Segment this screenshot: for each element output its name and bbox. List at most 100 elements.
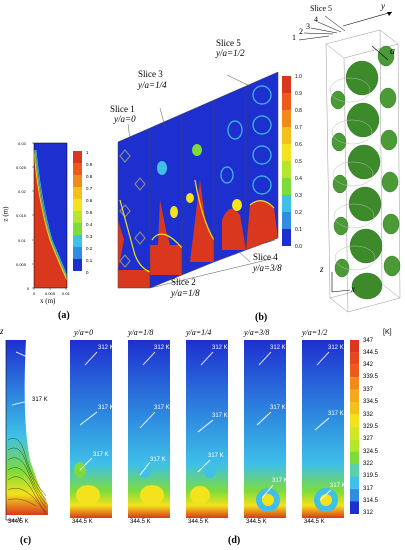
temp-cbtick: 332 [363,412,374,418]
panel-d-anno: 317 K [208,453,224,459]
panel-b-label: (b) [255,312,268,323]
slice-2-plate [149,113,183,289]
panel-b-slice3-label: 3 [306,22,310,31]
temp-cbtick: 324.5 [363,449,379,455]
panel-a-cbtick: 0.6 [86,198,93,203]
temp-cbtick: 347 [363,338,374,344]
slices-cbtick: 0.2 [295,210,302,216]
panel-d-anno: 312 K [328,345,344,351]
slice-2-name: Slice 2 [171,277,196,287]
temp-cbtick: 334.5 [363,399,379,405]
temp-colorbar-bar [350,340,359,514]
panel-d-col-4 [302,340,344,518]
panel-d-anno: 312 K [212,345,228,351]
temp-cbtick: 314.5 [363,498,379,504]
panel-a-colorbar [73,151,82,271]
panel-a-xtick: 0.01 [62,291,70,296]
panel-d-anno: 344.5 K [72,519,93,525]
temp-cbtick: 322 [363,461,374,467]
panel-a-xtick: 0 [33,291,36,296]
slice-1-plate [117,127,151,289]
panel-b-slice2-label: 2 [299,27,303,36]
slice-1-pos: y/a=0 [114,114,136,124]
panel-a-ytick: 0.03 [18,141,26,146]
panel-a-cbtick: 0.9 [86,162,93,167]
panel-d-anno: 317 K [270,405,286,411]
panel-a-cbtick: 0.8 [86,174,93,179]
slice-5-name: Slice 5 [216,38,241,48]
panel-a-ytick: 0.02 [18,189,26,194]
panel-d-anno: 317 K [93,452,109,458]
panel-a-cbtick: 0.7 [86,186,93,191]
panel-a-cbtick: 0.3 [86,234,93,239]
panel-a-cbtick: 0.4 [86,222,93,227]
slice-3-pos: y/a=1/4 [138,80,167,90]
slices-cbtick: 0.3 [295,193,302,199]
panel-d-anno: 317 K [154,405,170,411]
slices-cbtick: 1.0 [295,74,302,80]
panel-d-header-1: y/a=1/8 [128,328,154,337]
temp-cbtick: 329.5 [363,424,379,430]
temp-cbtick: 337 [363,387,374,393]
panel-d-anno: 344.5 K [188,519,209,525]
panel-b-axis-y: y [381,1,385,11]
panel-a-ytick: 0.025 [16,165,27,170]
panel-d-anno: 344.5 K [130,519,151,525]
panel-d-anno: 312 K [154,345,170,351]
panel-d-label: (d) [228,535,241,546]
temp-cbtick: 317 [363,486,374,492]
panel-b-axis-x: x [351,284,355,294]
panel-a-cbtick: 0.5 [86,210,93,215]
slices-cbtick: 0.4 [295,176,302,182]
slice-4-name: Slice 4 [253,252,278,262]
slice-2-pos: y/a=1/8 [171,288,200,298]
slice-3-name: Slice 3 [138,69,163,79]
slices-cbtick: 0.8 [295,108,302,114]
slice-3-plate [181,99,215,276]
panel-a-cbtick: 0.2 [86,246,93,251]
slices-cbtick: 0.5 [295,159,302,165]
panel-b-slice5-label: Slice 5 [310,4,332,13]
panel-a-ytick: 0.005 [16,262,27,267]
temp-cbtick: 327 [363,436,374,442]
slice-1-name: Slice 1 [110,104,135,114]
panel-a-ytick: 0.01 [18,238,26,243]
slices-cbtick: 0.7 [295,125,302,131]
panel-d-anno: 344.5 K [246,519,267,525]
panel-d-anno: 317 K [150,457,166,463]
slice-5-pos: y/a=1/2 [216,48,245,58]
temp-cbtick: 339.5 [363,374,379,380]
slices-cbtick: 0.0 [295,244,302,250]
slice-4-plate [213,85,247,263]
panel-b-slice1-label: 1 [292,33,296,42]
panel-d-anno: 317 K [212,413,228,419]
panel-d-anno: 317 K [98,405,114,411]
panel-d-header-4: y/a=1/2 [302,328,328,337]
panel-c-anno-312: 312 K [36,358,52,364]
panel-c-axis-z: z [0,326,4,336]
slice-5-plate [245,71,279,251]
temp-cbtick: 319.5 [363,473,379,479]
panel-b-axis-z: z [320,264,324,274]
panel-d-col-0 [70,340,112,518]
panel-c-anno-317: 317 K [32,397,48,403]
slices-cbtick: 0.1 [295,227,302,233]
panel-a-cbtick: 0.1 [86,258,93,263]
panel-d-anno: 312 K [98,345,114,351]
panel-a-cbtick: 1 [86,150,89,155]
panel-a-label: (a) [58,310,70,321]
panel-d-col-3 [244,340,286,518]
panel-d-anno: 317 K [272,478,288,484]
panel-d-anno: 344.5 K [304,519,325,525]
slices-colorbar [282,76,291,246]
panel-d-anno: 312 K [270,345,286,351]
panel-a-ytick: 0 [27,286,30,291]
temp-cbtick: 344.5 [363,350,379,356]
temp-cbtick: 312 [363,510,374,516]
slices-cbtick: 0.6 [295,142,302,148]
panel-a-xlabel: x (m) [40,297,56,305]
